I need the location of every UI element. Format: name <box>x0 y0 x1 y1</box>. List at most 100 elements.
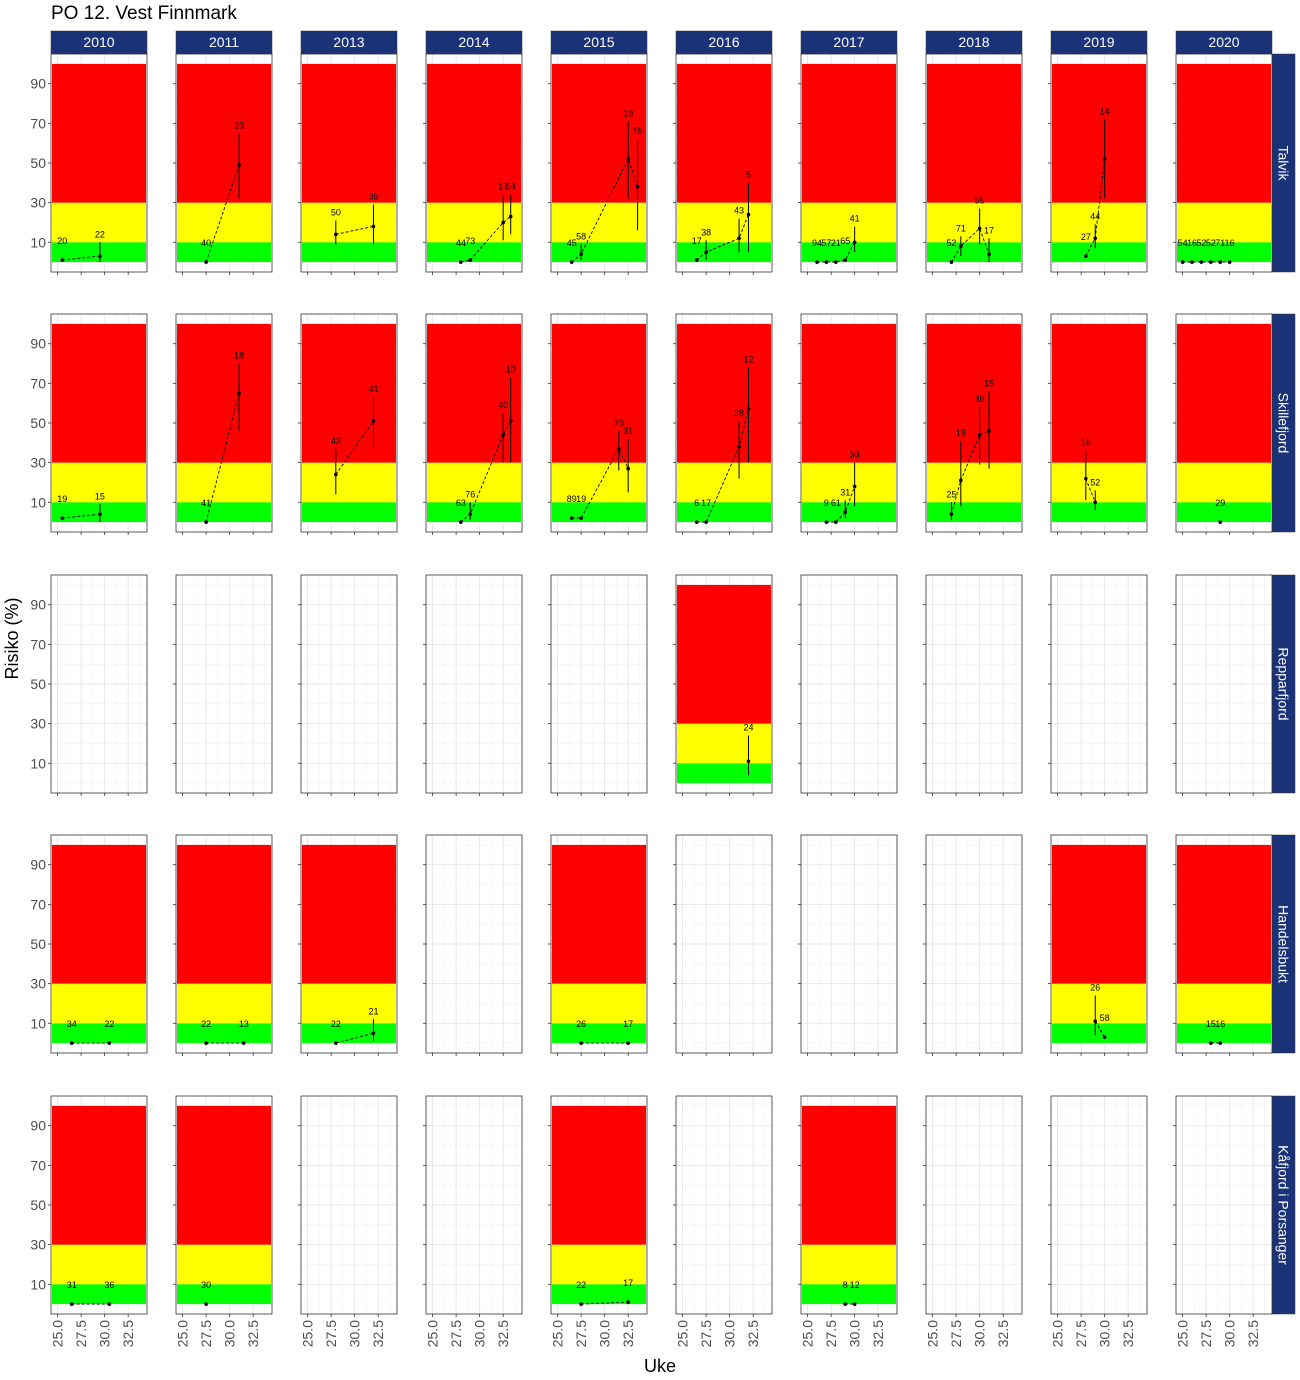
x-tick-label: 32.5 <box>745 1320 761 1347</box>
data-label: 13 <box>239 1019 249 1029</box>
risk-band <box>52 1284 146 1305</box>
data-point <box>569 260 574 264</box>
y-tick-label: 50 <box>30 155 46 171</box>
data-point <box>1218 1041 1223 1045</box>
data-point <box>501 220 505 225</box>
risk-band <box>677 323 771 463</box>
panel-handelsbukt-2013: 22 21 <box>298 834 398 1056</box>
risk-band <box>552 1244 646 1285</box>
panel-talvik-2019: 27 44 14 <box>1048 53 1148 275</box>
risk-band <box>677 584 771 724</box>
risk-band <box>52 1023 146 1044</box>
x-tick-label: 32.5 <box>1120 1320 1136 1347</box>
risk-band <box>302 63 396 203</box>
panel-repparfjord-2020 <box>1173 574 1273 796</box>
data-label: 41 <box>368 384 378 394</box>
data-label: 89 <box>567 494 577 504</box>
x-tick-label: 25.0 <box>675 1320 691 1347</box>
data-label: 5 <box>746 170 751 180</box>
y-tick-label: 10 <box>30 1015 46 1031</box>
data-label: 23 <box>234 120 244 130</box>
data-label: 73 <box>465 236 475 246</box>
risk-band <box>677 763 771 784</box>
risk-band <box>1052 63 1146 203</box>
series-line <box>205 393 240 523</box>
data-label: 54 <box>1178 238 1188 248</box>
data-label: 24 <box>743 723 753 733</box>
data-label: 16 <box>1081 438 1091 448</box>
x-tick-label: 27.5 <box>823 1320 839 1347</box>
data-point <box>626 1300 630 1304</box>
data-point <box>834 520 838 524</box>
panel-handelsbukt-2015: 26 17 <box>548 834 648 1056</box>
data-point <box>949 260 954 264</box>
data-point <box>241 1041 246 1045</box>
x-tick-label: 30.0 <box>847 1320 863 1347</box>
data-point <box>852 484 857 489</box>
x-tick-label: 25.0 <box>425 1320 441 1347</box>
risk-band <box>802 202 896 243</box>
data-label: 52 <box>1090 477 1100 487</box>
panel-skillefjord-2020: 29 <box>1173 313 1273 535</box>
risk-band <box>177 242 271 263</box>
series-line <box>335 420 374 475</box>
data-point <box>237 391 241 396</box>
y-tick-label: 10 <box>30 494 46 510</box>
risk-band <box>427 202 521 243</box>
series-line <box>951 227 990 263</box>
risk-band <box>552 202 646 243</box>
series-line <box>826 486 856 523</box>
risk-band <box>552 1023 646 1044</box>
y-tick-label: 10 <box>30 755 46 771</box>
data-label: 15 <box>984 378 994 388</box>
x-tick-label: 27.5 <box>448 1320 464 1347</box>
data-label: 17 <box>701 498 711 508</box>
risk-band <box>1052 242 1146 263</box>
data-point <box>824 260 829 264</box>
data-label: 58 <box>1100 1013 1110 1023</box>
data-label: 71 <box>956 223 966 233</box>
risk-band <box>802 462 896 503</box>
data-point <box>815 260 819 264</box>
data-point <box>949 512 954 516</box>
data-point <box>987 252 991 256</box>
panel-talvik-2011: 40 23 <box>173 53 273 275</box>
panel-k-fjord-i-porsanger-2011: 30 25.0 27.5 30.0 32.5 <box>173 1095 273 1347</box>
data-label: 39 <box>368 192 378 202</box>
data-point <box>959 244 963 249</box>
data-label: 76 <box>465 489 475 499</box>
y-tick-label: 30 <box>30 195 46 211</box>
risk-band <box>302 462 396 503</box>
data-label: 15 <box>1206 1019 1216 1029</box>
series-line <box>205 164 240 263</box>
data-point <box>746 212 751 217</box>
data-label: 55 <box>975 196 985 206</box>
data-label: 22 <box>95 229 105 239</box>
data-label: 27 <box>1081 232 1091 242</box>
risk-band <box>177 844 271 984</box>
data-label: 50 <box>331 207 341 217</box>
data-point <box>977 433 982 437</box>
data-label: 71 <box>1215 238 1225 248</box>
y-tick-label: 70 <box>30 375 46 391</box>
data-label: 57 <box>821 238 831 248</box>
data-point <box>1190 260 1194 264</box>
data-label: 15 <box>633 126 643 136</box>
data-point <box>468 512 473 516</box>
risk-band <box>927 202 1021 243</box>
data-point <box>1218 520 1223 524</box>
risk-band <box>1177 502 1271 523</box>
risk-band <box>52 462 146 503</box>
x-tick-label: 32.5 <box>495 1320 511 1347</box>
data-label: 44 <box>456 238 466 248</box>
data-point <box>977 226 982 231</box>
data-point <box>371 419 376 423</box>
data-label: 94 <box>812 238 822 248</box>
y-tick-label: 50 <box>30 415 46 431</box>
data-label: 14 <box>1100 106 1110 116</box>
panel-k-fjord-i-porsanger-2020: 25.0 27.5 30.0 32.5 <box>1173 1095 1273 1347</box>
data-point <box>1209 1041 1213 1045</box>
